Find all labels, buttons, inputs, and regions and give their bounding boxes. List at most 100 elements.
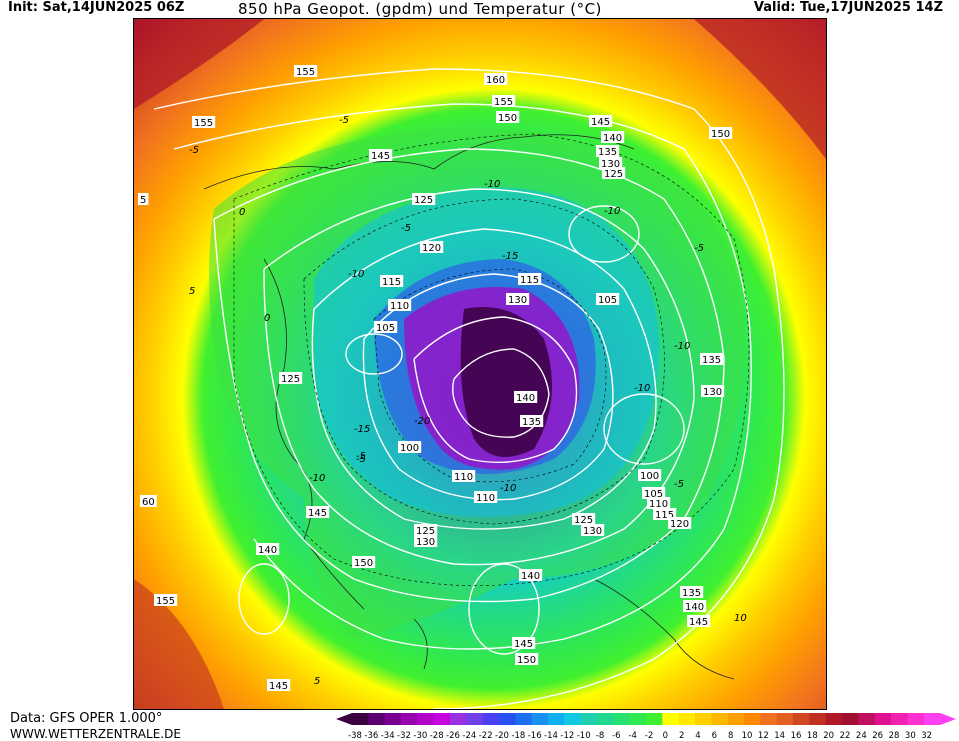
geopotential-label-box: [520, 415, 544, 427]
legend-swatch: [760, 713, 778, 725]
geopotential-label-box: [647, 497, 671, 509]
legend-label: -16: [528, 731, 542, 741]
temperature-label: -10: [484, 179, 500, 190]
legend-label: -4: [628, 731, 636, 741]
legend-label: 12: [758, 731, 769, 741]
geopotential-label: 110: [454, 472, 473, 483]
geopotential-label-box: [602, 167, 626, 179]
geopotential-label: 145: [591, 117, 610, 128]
legend-label: 32: [921, 731, 932, 741]
geopotential-label-box: [687, 615, 711, 627]
legend-label: 18: [807, 731, 818, 741]
geopotential-label-box: [352, 556, 376, 568]
geopotential-label: 110: [476, 493, 495, 504]
geopotential-label: 140: [516, 393, 535, 404]
legend-label: -10: [577, 731, 591, 741]
warm-region-nw: [134, 19, 264, 109]
geopotential-label: 105: [598, 295, 617, 306]
geopotential-label-box: [599, 157, 623, 169]
geopotential-label: 115: [655, 510, 674, 521]
geopotential-label-box: [596, 145, 620, 157]
geopotential-label: 140: [603, 133, 622, 144]
geopotential-label-box: [256, 543, 280, 555]
geopotential-label-box: [420, 241, 444, 253]
geopotential-label: 135: [598, 147, 617, 158]
temperature-label: -10: [634, 383, 650, 394]
legend-swatch: [499, 713, 516, 725]
isoline-high-sw: [238, 563, 290, 635]
geopotential-label: 155: [296, 67, 315, 78]
geopotential-label: 150: [517, 655, 536, 666]
legend-swatch: [776, 713, 794, 725]
legend-label: 20: [823, 731, 834, 741]
isoline-4: [263, 188, 695, 566]
legend-swatch: [907, 713, 925, 725]
geopotential-label: 120: [422, 243, 441, 254]
legend-label: -38: [348, 731, 362, 741]
site-url[interactable]: WWW.WETTERZENTRALE.DE: [10, 727, 181, 741]
isoline-6: [362, 273, 614, 501]
geopotential-label: 130: [508, 295, 527, 306]
geopotential-label: 145: [514, 639, 533, 650]
geopotential-label-box: [492, 95, 516, 107]
data-source: Data: GFS OPER 1.000°: [10, 711, 163, 726]
geopotential-label: 140: [258, 545, 277, 556]
temperature-label: -5: [356, 454, 366, 465]
geopotential-label-box: [380, 275, 404, 287]
isoline-7: [413, 316, 578, 463]
legend-swatch: [662, 713, 680, 725]
legend-label: 2: [679, 731, 684, 741]
legend-swatch: [629, 713, 647, 725]
legend-label: 6: [712, 731, 717, 741]
legend-label: -32: [397, 731, 411, 741]
legend-swatch: [695, 713, 712, 725]
legend-swatch: [368, 713, 386, 725]
geopotential-label-box: [589, 115, 613, 127]
geopotential-label: 110: [390, 301, 409, 312]
legend-swatch: [793, 713, 810, 725]
legend-label: -8: [596, 731, 604, 741]
legend-swatch: [515, 713, 533, 725]
legend-label: 10: [742, 731, 753, 741]
isoline-low-3: [568, 205, 640, 263]
temperature-label: -5: [356, 451, 366, 462]
geopotential-label-box: [506, 293, 530, 305]
weather-map[interactable]: 155 160 155 150 145 140 135 130 125 150 155 145 125 1…: [133, 18, 827, 710]
geopotential-label: 100: [400, 443, 419, 454]
geopotential-label: 130: [601, 159, 620, 170]
legend-label: -2: [645, 731, 653, 741]
geopotential-label: 160: [486, 75, 505, 86]
legend-swatch: [433, 713, 451, 725]
legend-label: 14: [774, 731, 785, 741]
geopotential-label: 105: [376, 323, 395, 334]
legend-label: -12: [560, 731, 574, 741]
geopotential-label-box: [701, 385, 725, 397]
legend-swatch: [744, 713, 761, 725]
geopotential-label: 130: [703, 387, 722, 398]
isoline-low-1: [345, 333, 403, 375]
legend-swatch: [352, 713, 369, 725]
geopotential-label: 125: [574, 515, 593, 526]
temperature-label: -15: [502, 251, 518, 262]
geopotential-label: 155: [494, 97, 513, 108]
legend-label: -20: [495, 731, 509, 741]
valid-time: Valid: Tue,17JUN2025 14Z: [753, 0, 943, 15]
legend-swatch: [842, 713, 859, 725]
geopotential-label-box: [512, 637, 536, 649]
geopotential-label: 155: [156, 596, 175, 607]
geopotential-label-box: [572, 513, 596, 525]
legend-swatch: [564, 713, 582, 725]
geopotential-label: 125: [416, 526, 435, 537]
legend-swatch: [711, 713, 729, 725]
isoline-outer: [153, 68, 785, 709]
color-scale-legend: -38 -36 -34 -32 -30 -28 -26 -24 -22 -20 -18 -16 -14-…: [336, 713, 956, 741]
legend-swatch: [531, 713, 549, 725]
geopotential-label-box: [683, 600, 707, 612]
geopotential-label-box: [267, 679, 291, 691]
temperature-label: -15: [354, 424, 370, 435]
chart-title: 850 hPa Geopot. (gpdm) und Temperatur (°…: [238, 0, 602, 18]
temperature-isolines: [233, 133, 750, 586]
temperature-label: -10: [604, 206, 620, 217]
legend-label: 26: [872, 731, 883, 741]
